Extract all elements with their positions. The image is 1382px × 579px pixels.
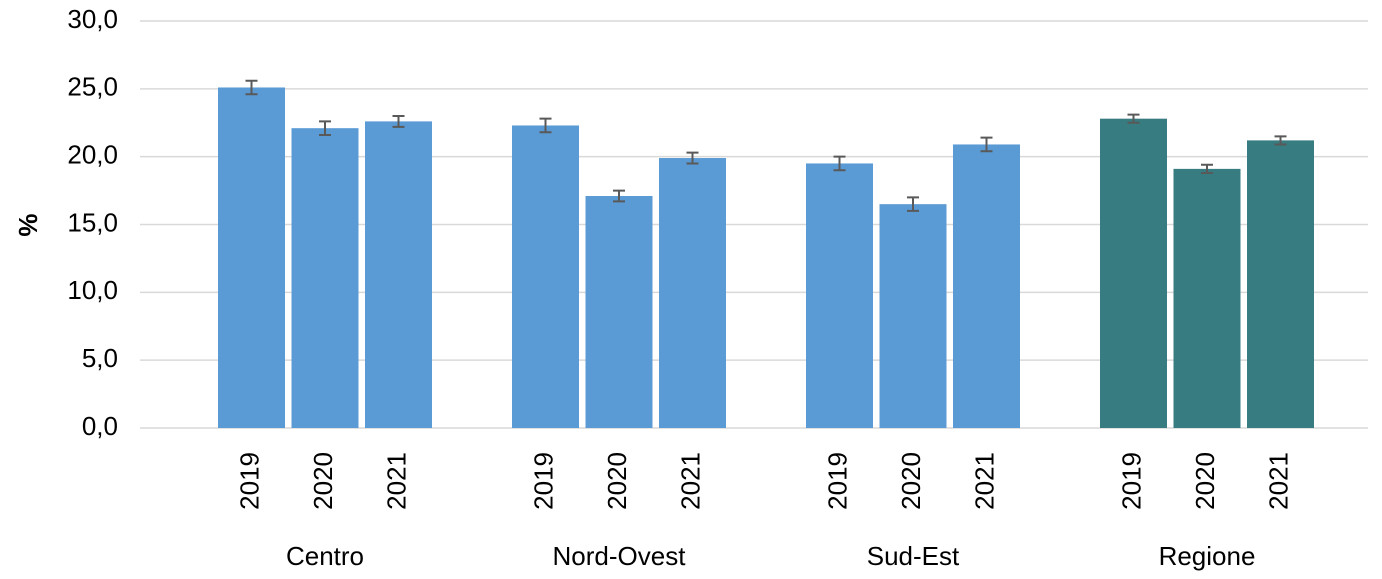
bar [953,144,1020,428]
bar [585,196,653,428]
error-bar [1274,135,1287,146]
bar [1173,168,1241,429]
error-bar [319,120,331,136]
bar [806,163,873,428]
x-tick-label: 2019 [1116,452,1146,510]
bar [512,125,579,429]
bar [218,87,285,428]
y-tick-label: 0,0 [82,411,118,441]
bar [1100,118,1167,429]
y-tick-label: 20,0 [67,140,118,170]
error-bar [392,114,405,128]
error-bar [613,189,625,203]
y-tick-label: 10,0 [67,275,118,305]
bar [659,158,726,429]
x-tick-label: 2021 [381,452,411,510]
x-tick-label: 2020 [308,452,338,510]
x-tick-label: 2020 [1190,452,1220,510]
x-tick-label: 2019 [234,452,264,510]
error-bar [907,196,919,212]
error-bar [1127,113,1140,124]
group-label: Nord-Ovest [553,541,687,571]
error-bar [833,155,846,172]
error-bar [1201,163,1213,174]
x-tick-label: 2021 [675,452,705,510]
x-tick-label: 2020 [896,452,926,510]
bar [879,204,947,428]
y-tick-label: 25,0 [67,72,118,102]
error-bar [245,79,258,96]
x-tick-label: 2019 [528,452,558,510]
bar [291,128,359,428]
bar [365,121,432,428]
x-tick-label: 2021 [969,452,999,510]
error-bar [980,136,993,153]
group-label: Regione [1159,541,1256,571]
error-bar [686,151,699,165]
x-tick-label: 2020 [602,452,632,510]
y-tick-label: 5,0 [82,343,118,373]
group-label: Sud-Est [867,541,960,571]
x-tick-label: 2019 [822,452,852,510]
error-bar [539,117,552,134]
y-tick-label: 15,0 [67,207,118,237]
group-label: Centro [286,541,364,571]
x-tick-label: 2021 [1263,452,1293,510]
y-tick-label: 30,0 [67,4,118,34]
y-axis-label: % [13,213,43,236]
bar [1247,140,1314,429]
